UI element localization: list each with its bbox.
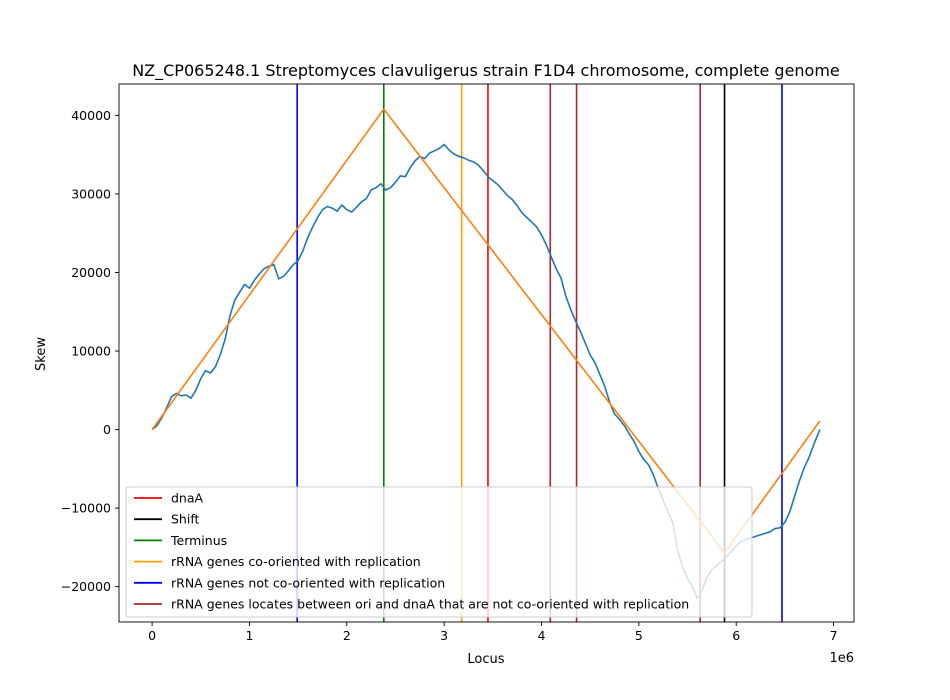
legend-label: Terminus: [170, 533, 227, 548]
x-axis-multiplier: 1e6: [829, 651, 854, 666]
legend-label: dnaA: [171, 491, 204, 506]
x-tick-label: 0: [148, 628, 156, 643]
y-axis-label: Skew: [34, 337, 49, 371]
x-tick-label: 5: [635, 628, 643, 643]
legend-label: rRNA genes locates between ori and dnaA …: [171, 597, 689, 612]
x-axis-label: Locus: [467, 652, 504, 667]
y-tick-label: 10000: [71, 344, 111, 359]
x-tick-label: 1: [245, 628, 253, 643]
x-tick-label: 7: [830, 628, 838, 643]
legend-box: [125, 486, 753, 618]
y-tick-label: 20000: [71, 265, 111, 280]
legend-label: rRNA genes not co-oriented with replicat…: [171, 575, 445, 590]
x-tick-label: 3: [440, 628, 448, 643]
x-axis: 0 1 2 3 4 5 6 7: [148, 622, 838, 643]
chart-title: NZ_CP065248.1 Streptomyces clavuligerus …: [132, 61, 840, 81]
legend-label: Shift: [171, 512, 200, 527]
x-tick-label: 4: [538, 628, 546, 643]
legend-label: rRNA genes co-oriented with replication: [171, 554, 421, 569]
y-tick-label: −20000: [61, 579, 111, 594]
y-tick-label: 0: [103, 422, 111, 437]
x-tick-label: 2: [343, 628, 351, 643]
x-tick-label: 6: [732, 628, 740, 643]
y-tick-label: −10000: [61, 501, 111, 516]
y-tick-label: 30000: [71, 186, 111, 201]
y-axis: −20000 −10000 0 10000 20000 30000 40000: [61, 108, 119, 594]
series-line-1: [151, 108, 821, 554]
y-tick-label: 40000: [71, 108, 111, 123]
plot-frame: [118, 83, 855, 623]
legend: dnaA Shift Terminus rRNA genes co-oriented …: [125, 486, 753, 618]
